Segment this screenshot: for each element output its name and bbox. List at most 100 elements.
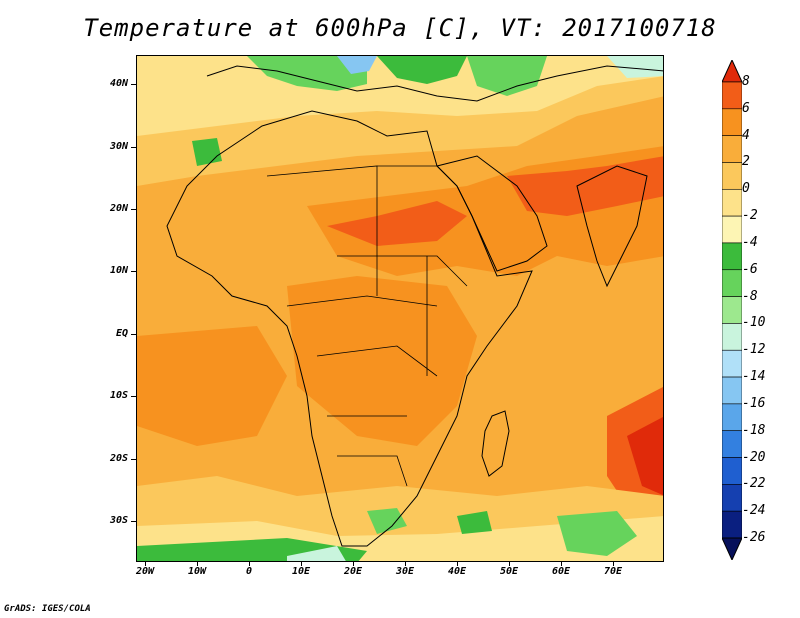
lat-label-40n: 40N <box>109 78 128 89</box>
lat-tick <box>131 396 136 397</box>
lat-tick <box>131 84 136 85</box>
colorbar-tick-label: 8 <box>742 74 750 89</box>
colorbar-tick-label: -2 <box>742 208 758 224</box>
lon-tick <box>145 562 146 566</box>
lat-tick <box>131 271 136 272</box>
colorbar-tick-label: -10 <box>742 315 766 331</box>
colorbar-segment <box>722 81 742 110</box>
colorbar-tick-label: 4 <box>742 127 750 143</box>
lon-tick <box>353 562 354 566</box>
colorbar <box>722 60 742 560</box>
field-europe-cold <box>247 56 367 91</box>
colorbar-segment <box>722 376 742 405</box>
field-atlantic-warm <box>137 326 287 446</box>
lat-tick <box>131 459 136 460</box>
credit-text: GrADS: IGES/COLA <box>4 604 91 614</box>
colorbar-tick-label: -6 <box>742 261 758 277</box>
lon-label-20w: 20W <box>135 566 155 577</box>
colorbar-tick-label: -4 <box>742 234 758 250</box>
field-indian-ocean-hottest <box>627 417 663 496</box>
colorbar-segment <box>722 269 742 297</box>
colorbar-segment <box>722 162 742 190</box>
colorbar-segment <box>722 242 742 271</box>
lon-label-30e: 30E <box>395 566 415 577</box>
country-borders <box>266 165 468 487</box>
colorbar-tick-label: -18 <box>742 422 766 438</box>
lon-label-70e: 70E <box>603 566 623 577</box>
colorbar-tick-label: -16 <box>742 395 766 411</box>
lon-label-20e: 20E <box>343 566 363 577</box>
lon-tick <box>197 562 198 566</box>
lon-tick <box>249 562 250 566</box>
colorbar-tick-label: -22 <box>742 476 766 492</box>
field-turkey-cold <box>467 56 547 96</box>
lat-label-20s: 20S <box>109 453 128 464</box>
coastlines <box>166 65 663 547</box>
colorbar-tick-label: -26 <box>742 530 766 545</box>
lat-tick <box>131 209 136 210</box>
field-southern-ocean-cold-east <box>557 511 637 556</box>
europe-coastline <box>206 65 663 102</box>
colorbar-segment <box>722 349 742 378</box>
lon-tick <box>561 562 562 566</box>
lon-label-0: 0 <box>245 566 253 577</box>
colorbar-segment <box>722 188 742 217</box>
lat-tick <box>131 147 136 148</box>
colorbar-segment <box>722 510 742 539</box>
lon-tick <box>301 562 302 566</box>
colorbar-segments <box>722 60 742 560</box>
colorbar-tick-label: -8 <box>742 288 758 304</box>
lon-label-50e: 50E <box>499 566 519 577</box>
field-arabia-hot <box>507 156 663 216</box>
colorbar-tick-label: -24 <box>742 503 766 519</box>
colorbar-top-cap <box>722 60 742 83</box>
colorbar-segment <box>722 135 742 163</box>
field-atlas-cold <box>192 138 222 166</box>
colorbar-tick-label: -12 <box>742 342 766 358</box>
lon-label-40e: 40E <box>447 566 467 577</box>
lon-label-10w: 10W <box>187 566 207 577</box>
lon-tick <box>457 562 458 566</box>
lon-tick <box>613 562 614 566</box>
lat-label-eq: EQ <box>115 328 128 339</box>
field-sahel-hot <box>327 201 467 246</box>
lat-tick <box>131 334 136 335</box>
colorbar-tick-label: 0 <box>742 181 750 197</box>
field-mediterranean-cold <box>377 56 467 84</box>
colorbar-segment <box>722 457 742 485</box>
colorbar-segment <box>722 484 742 512</box>
colorbar-tick-label: 6 <box>742 100 750 116</box>
field-central-africa-warm <box>287 276 477 446</box>
lat-tick <box>131 521 136 522</box>
lat-label-30s: 30S <box>109 515 128 526</box>
temperature-field <box>137 56 663 561</box>
map-title: Temperature at 600hPa [C], VT: 201710071… <box>83 14 717 42</box>
colorbar-tick-label: -14 <box>742 369 766 385</box>
colorbar-segment <box>722 403 742 432</box>
field-south-africa-cold <box>367 508 407 534</box>
lon-tick <box>405 562 406 566</box>
temperature-map <box>136 55 664 562</box>
lat-label-20n: 20N <box>109 203 128 214</box>
field-europe-colder <box>337 56 377 74</box>
colorbar-segment <box>722 108 742 136</box>
lon-label-10e: 10E <box>291 566 311 577</box>
lat-label-10n: 10N <box>109 265 128 276</box>
colorbar-tick-label: 2 <box>742 154 750 170</box>
lon-label-60e: 60E <box>551 566 571 577</box>
colorbar-segment <box>722 296 742 324</box>
lat-label-30n: 30N <box>109 141 128 152</box>
colorbar-segment <box>722 430 742 458</box>
colorbar-tick-label: -20 <box>742 449 766 465</box>
arabia-coastline <box>436 155 548 272</box>
india-coastline <box>576 165 648 288</box>
field-central-asia-cold <box>607 56 663 78</box>
madagascar-coastline <box>481 410 510 477</box>
colorbar-segment <box>722 215 742 244</box>
colorbar-segment <box>722 323 742 351</box>
field-southern-ocean-colder <box>287 546 346 561</box>
field-south-ocean-cold-mid <box>457 511 492 534</box>
colorbar-bottom-cap <box>722 537 742 560</box>
lon-tick <box>509 562 510 566</box>
lat-label-10s: 10S <box>109 390 128 401</box>
